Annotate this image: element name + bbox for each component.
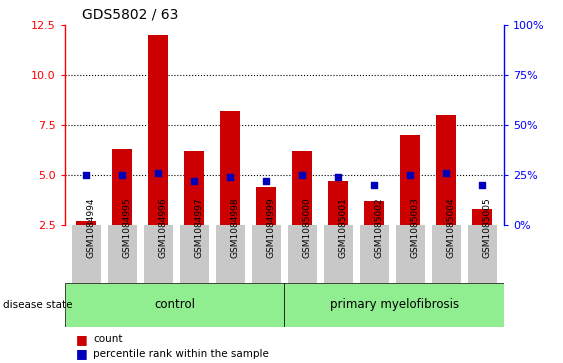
Bar xyxy=(221,111,240,225)
Bar xyxy=(467,225,497,283)
Text: percentile rank within the sample: percentile rank within the sample xyxy=(93,349,269,359)
Text: GSM1085003: GSM1085003 xyxy=(410,197,419,258)
Text: GSM1084994: GSM1084994 xyxy=(86,198,95,258)
Text: primary myelofibrosis: primary myelofibrosis xyxy=(329,298,459,311)
Text: disease state: disease state xyxy=(3,300,72,310)
Point xyxy=(82,172,91,178)
Text: control: control xyxy=(154,298,195,311)
Bar xyxy=(77,221,96,225)
Bar xyxy=(65,283,284,327)
Bar xyxy=(431,225,461,283)
Text: GSM1085001: GSM1085001 xyxy=(338,197,347,258)
Point xyxy=(298,172,307,178)
Point xyxy=(442,170,451,176)
Text: GSM1084998: GSM1084998 xyxy=(230,197,239,258)
Text: GDS5802 / 63: GDS5802 / 63 xyxy=(82,8,178,22)
Bar xyxy=(113,149,132,225)
Point xyxy=(370,182,379,188)
Bar xyxy=(144,225,173,283)
Bar xyxy=(252,225,281,283)
Text: count: count xyxy=(93,334,122,344)
Bar xyxy=(108,225,137,283)
Point xyxy=(118,172,127,178)
Bar xyxy=(216,225,245,283)
Bar xyxy=(396,225,425,283)
Bar xyxy=(72,225,101,283)
Bar xyxy=(256,187,276,225)
Text: GSM1084996: GSM1084996 xyxy=(158,197,167,258)
Bar xyxy=(328,181,348,225)
Point xyxy=(334,174,343,180)
Bar xyxy=(288,225,317,283)
Text: GSM1085004: GSM1085004 xyxy=(446,197,455,258)
Point xyxy=(190,178,199,184)
Bar xyxy=(472,209,492,225)
Text: GSM1085005: GSM1085005 xyxy=(482,197,491,258)
Bar xyxy=(284,283,504,327)
Point xyxy=(154,170,163,176)
Bar xyxy=(364,201,384,225)
Point xyxy=(406,172,415,178)
Text: ■: ■ xyxy=(76,347,88,360)
Point xyxy=(478,182,487,188)
Bar xyxy=(400,135,420,225)
Bar xyxy=(180,225,209,283)
Text: GSM1085002: GSM1085002 xyxy=(374,197,383,258)
Bar xyxy=(292,151,312,225)
Bar xyxy=(360,225,389,283)
Text: GSM1084999: GSM1084999 xyxy=(266,197,275,258)
Bar xyxy=(185,151,204,225)
Point xyxy=(226,174,235,180)
Text: GSM1084995: GSM1084995 xyxy=(122,197,131,258)
Text: ■: ■ xyxy=(76,333,88,346)
Point xyxy=(262,178,271,184)
Text: GSM1084997: GSM1084997 xyxy=(194,197,203,258)
Bar xyxy=(436,115,456,225)
Bar xyxy=(149,35,168,225)
Bar xyxy=(324,225,353,283)
Text: GSM1085000: GSM1085000 xyxy=(302,197,311,258)
